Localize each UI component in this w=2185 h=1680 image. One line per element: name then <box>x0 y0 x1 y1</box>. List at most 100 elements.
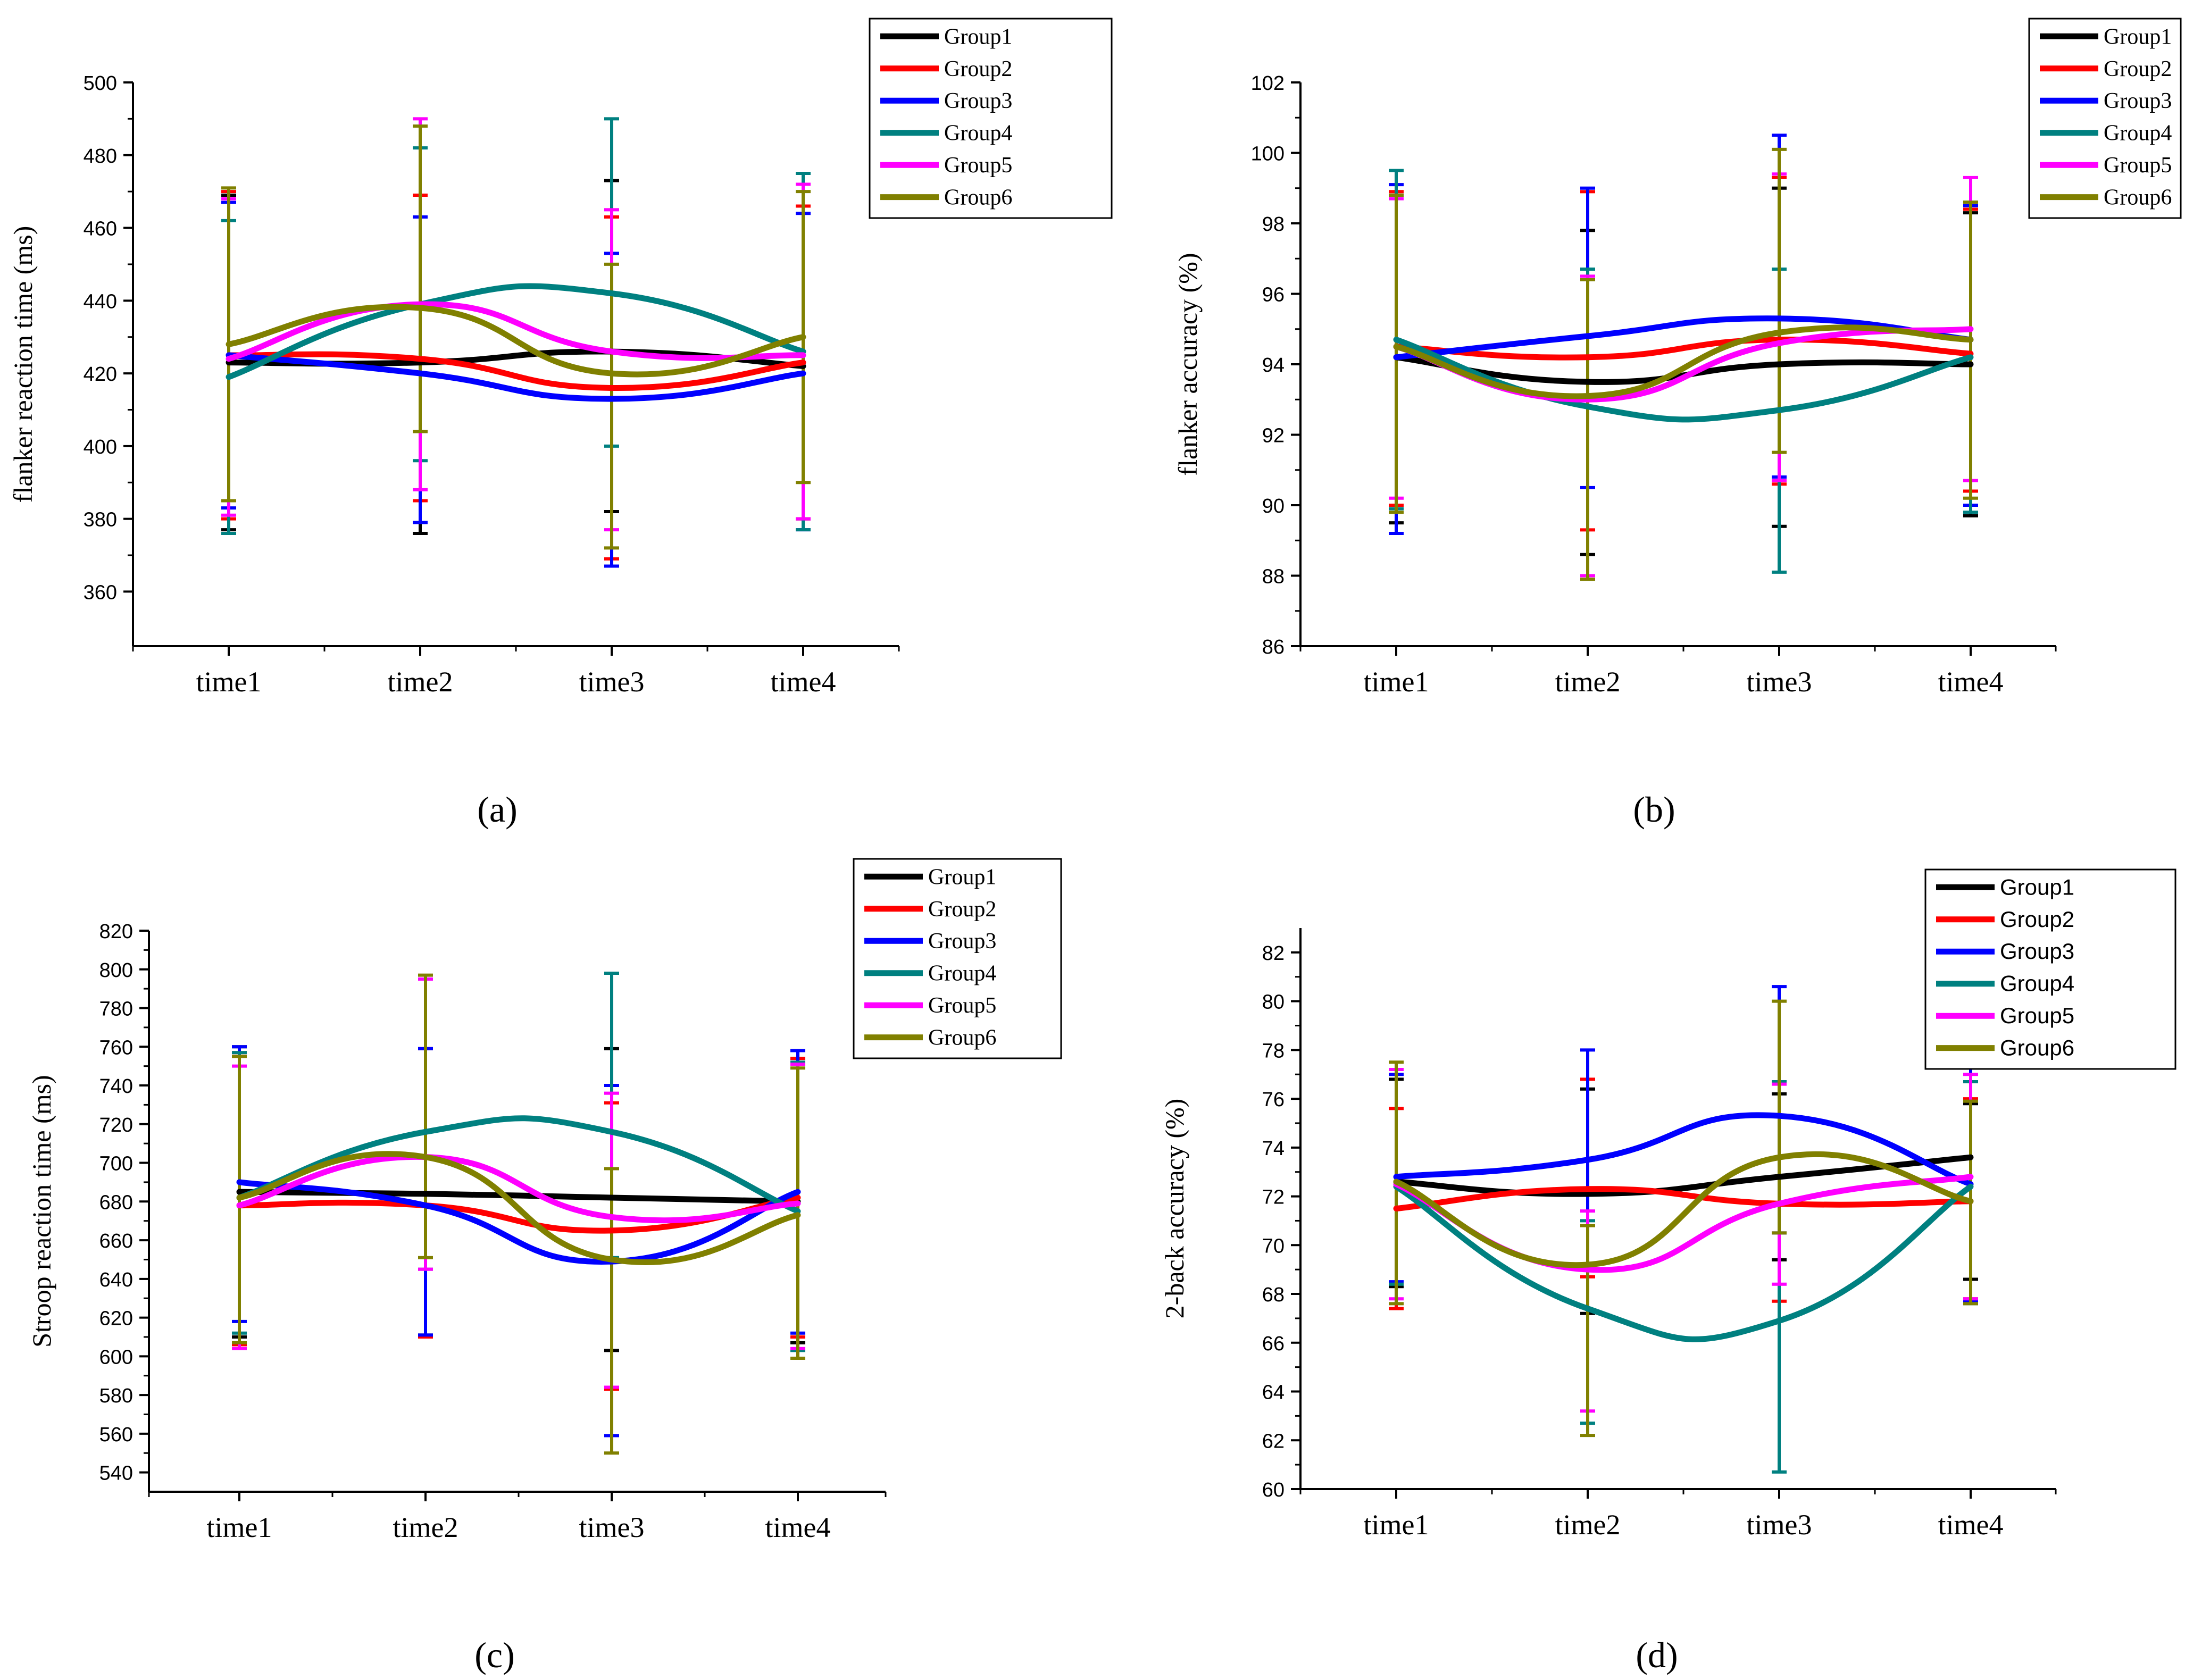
y-tick-label: 500 <box>84 72 117 95</box>
y-tick-label: 360 <box>84 581 117 604</box>
legend-box <box>1924 868 2176 1070</box>
chart-panel-2: 86 88 90 92 94 96 98 100 102 time1 time2 time3 time4… <box>1173 18 2182 830</box>
series-line-group3 <box>1393 1112 1974 1188</box>
y-tick-label: 90 <box>1262 495 1285 517</box>
legend-label: Group6 <box>2000 1035 2074 1060</box>
y-tick-label: 66 <box>1262 1333 1285 1355</box>
series-line-group4 <box>1393 1183 1974 1342</box>
legend-label: Group3 <box>2000 939 2074 964</box>
chart-panel-1: 360 380 400 420 440 460 480 500 time1 time2 time3 t… <box>8 18 1113 830</box>
y-tick-label: 102 <box>1251 72 1285 95</box>
y-tick-label: 560 <box>99 1424 133 1446</box>
series-line-group2 <box>1393 337 1974 361</box>
legend-label: Group5 <box>2104 153 2172 178</box>
series-line-group3 <box>226 352 806 402</box>
y-tick-label: 440 <box>84 290 117 313</box>
legend: Group1 Group2 Group3 Group4 Group5 Group6 <box>2028 18 2182 219</box>
x-tick-label: time3 <box>579 1511 645 1543</box>
y-axis-label: flanker reaction time (ms) <box>8 226 38 503</box>
chart-panel-4: 60 62 64 66 68 70 72 74 76 78 80 82 time1 time2 time3 t… <box>1160 868 2176 1675</box>
legend-label: Group2 <box>2104 57 2172 81</box>
y-tick-label: 62 <box>1262 1430 1285 1452</box>
y-tick-label: 640 <box>99 1269 133 1291</box>
y-tick-label: 94 <box>1262 354 1285 377</box>
series-line-group1 <box>1393 1154 1974 1197</box>
legend-label: Group2 <box>2000 907 2074 932</box>
legend-label: Group1 <box>928 865 996 889</box>
legend-label: Group6 <box>944 186 1012 210</box>
panel-label: (b) <box>1633 789 1675 830</box>
legend-label: Group3 <box>944 89 1012 113</box>
y-tick-label: 100 <box>1251 143 1285 165</box>
y-tick-label: 76 <box>1262 1089 1285 1111</box>
y-tick-label: 580 <box>99 1385 133 1407</box>
legend: Group1 Group2 Group3 Group4 Group5 Group6 <box>869 18 1113 219</box>
x-tick-label: time4 <box>1938 666 2004 698</box>
y-tick-label: 82 <box>1262 942 1285 965</box>
panel-label: (d) <box>1636 1635 1678 1675</box>
series-line-group5 <box>236 1154 801 1224</box>
legend-label: Group1 <box>2000 874 2074 899</box>
y-tick-label: 740 <box>99 1075 133 1098</box>
series-line-group6 <box>236 1151 801 1265</box>
series-line-group6 <box>226 304 806 378</box>
y-tick-label: 68 <box>1262 1284 1285 1306</box>
y-tick-label: 600 <box>99 1346 133 1368</box>
y-tick-label: 98 <box>1262 213 1285 236</box>
x-tick-label: time1 <box>207 1511 272 1543</box>
y-tick-label: 460 <box>84 218 117 240</box>
y-tick-label: 72 <box>1262 1186 1285 1209</box>
legend-label: Group6 <box>2104 186 2172 210</box>
legend-label: Group5 <box>944 153 1012 178</box>
y-tick-label: 680 <box>99 1191 133 1214</box>
x-tick-label: time3 <box>579 666 645 698</box>
y-tick-label: 70 <box>1262 1235 1285 1257</box>
y-tick-label: 780 <box>99 998 133 1021</box>
series-line-group1 <box>236 1189 801 1205</box>
series-line-group6 <box>1393 324 1974 399</box>
legend-label: Group2 <box>928 897 996 922</box>
y-axis-label: flanker accuracy (%) <box>1173 253 1203 475</box>
x-tick-label: time4 <box>771 666 836 698</box>
y-tick-label: 420 <box>84 363 117 386</box>
legend-box <box>2028 18 2182 219</box>
legend-label: Group3 <box>928 929 996 954</box>
legend-label: Group4 <box>2104 121 2172 146</box>
legend-label: Group6 <box>928 1026 996 1050</box>
series-line-group2 <box>226 351 806 391</box>
legend: Group1 Group2 Group3 Group4 Group5 Group6 <box>1924 868 2176 1070</box>
x-tick-label: time3 <box>1747 1509 1812 1541</box>
legend-label: Group5 <box>2000 1003 2074 1028</box>
legend-box <box>853 858 1062 1059</box>
y-tick-label: 760 <box>99 1037 133 1059</box>
y-axis-label: 2-back accuracy (%) <box>1160 1099 1189 1319</box>
y-axis-label: Stroop reaction time (ms) <box>27 1075 56 1347</box>
y-tick-label: 88 <box>1262 566 1285 588</box>
series-line-group3 <box>236 1179 801 1265</box>
x-tick-label: time1 <box>1364 1509 1429 1541</box>
panel-label: (a) <box>477 789 517 830</box>
y-tick-label: 700 <box>99 1153 133 1175</box>
y-tick-label: 80 <box>1262 991 1285 1014</box>
x-tick-label: time2 <box>1555 666 1621 698</box>
y-tick-label: 96 <box>1262 284 1285 306</box>
x-tick-label: time2 <box>388 666 453 698</box>
legend-box <box>869 18 1113 219</box>
legend: Group1 Group2 Group3 Group4 Group5 Group6 <box>853 858 1062 1059</box>
x-tick-label: time4 <box>1938 1509 2004 1541</box>
x-tick-label: time2 <box>393 1511 458 1543</box>
legend-label: Group4 <box>2000 971 2074 996</box>
y-tick-label: 800 <box>99 959 133 982</box>
legend-label: Group5 <box>928 993 996 1018</box>
y-tick-label: 64 <box>1262 1382 1285 1404</box>
legend-label: Group2 <box>944 57 1012 81</box>
y-tick-label: 480 <box>84 145 117 168</box>
y-tick-label: 400 <box>84 436 117 458</box>
y-tick-label: 660 <box>99 1230 133 1252</box>
y-tick-label: 620 <box>99 1308 133 1330</box>
x-tick-label: time1 <box>196 666 262 698</box>
series-line-group2 <box>1393 1186 1974 1211</box>
y-tick-label: 820 <box>99 921 133 943</box>
chart-panel-3: 540 560 580 600 620 640 660 680 700 720 740 760 780 8… <box>27 858 1062 1675</box>
